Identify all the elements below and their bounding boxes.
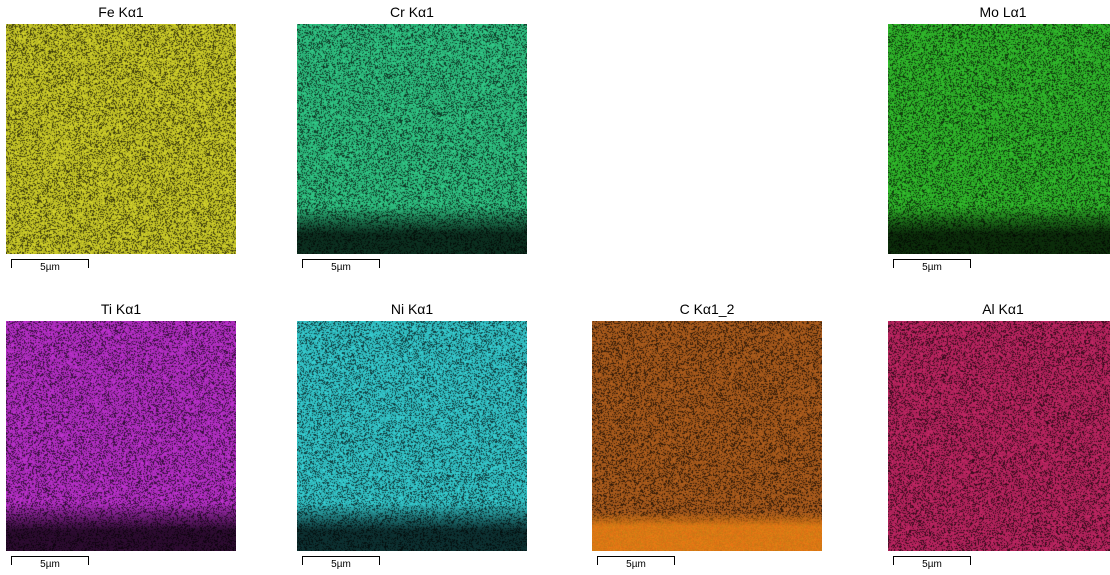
map-title: Al Kα1 — [982, 301, 1024, 317]
element-map-image — [592, 321, 822, 551]
map-title: Ti Kα1 — [100, 301, 142, 317]
scale-bar-label: 5µm — [922, 559, 942, 570]
element-map-image — [888, 321, 1110, 551]
scale-bar — [11, 259, 89, 268]
scale-bar-label: 5µm — [40, 262, 60, 273]
scale-bar — [302, 556, 380, 565]
element-map-image — [888, 24, 1110, 254]
scale-bar-label: 5µm — [922, 262, 942, 273]
map-title: Cr Kα1 — [390, 4, 434, 20]
scale-bar — [11, 556, 89, 565]
element-map-image — [6, 24, 236, 254]
scale-bar-label: 5µm — [40, 559, 60, 570]
element-map-image — [297, 321, 527, 551]
element-map-image — [297, 24, 527, 254]
map-title: Mo Lα1 — [979, 4, 1027, 20]
scale-bar-label: 5µm — [626, 559, 646, 570]
element-map-image — [6, 321, 236, 551]
scale-bar — [597, 556, 675, 565]
map-title: Fe Kα1 — [98, 4, 144, 20]
scale-bar — [893, 556, 971, 565]
scale-bar — [893, 259, 971, 268]
map-title: Ni Kα1 — [390, 301, 434, 317]
scale-bar — [302, 259, 380, 268]
scale-bar-label: 5µm — [331, 559, 351, 570]
scale-bar-label: 5µm — [331, 262, 351, 273]
map-title: C Kα1_2 — [679, 301, 735, 317]
